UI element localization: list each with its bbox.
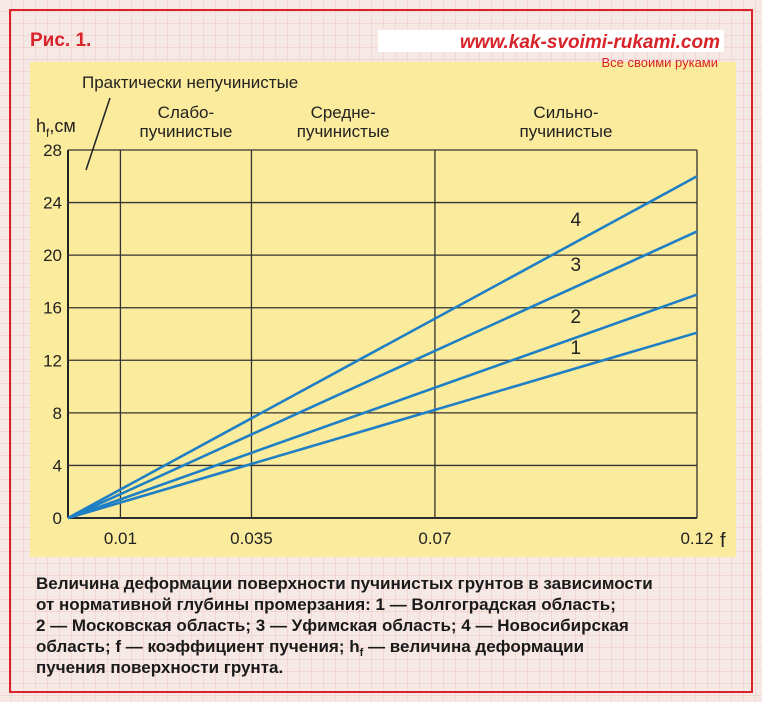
caption-part: — величина деформации (363, 637, 584, 656)
y-tick-label: 8 (53, 404, 62, 423)
caption-line: область; f — коэффициент пучения; hf — в… (36, 637, 584, 659)
caption-line: пучения поверхности грунта. (36, 658, 283, 677)
x-tick-label: 0.12 (680, 529, 713, 548)
y-tick-label: 16 (43, 299, 62, 318)
frame (9, 9, 753, 693)
y-tick-label: 4 (53, 456, 62, 475)
zone-pointer (85, 97, 111, 171)
y-tick-label: 12 (43, 351, 62, 370)
figure-label: Рис. 1. (30, 30, 91, 51)
caption-line: от нормативной глубины промерзания: 1 — … (36, 595, 616, 614)
y-axis-label-part: f (46, 126, 50, 140)
caption-line: Величина деформации поверхности пучинист… (36, 574, 653, 593)
caption: Величина деформации поверхности пучинист… (36, 574, 653, 677)
line-label: 3 (570, 255, 581, 276)
zone-label: Слабо- (158, 103, 215, 122)
caption-line: 2 — Московская область; 3 — Уфимская обл… (36, 616, 629, 635)
caption-part: от нормативной глубины промерзания: 1 — … (36, 595, 616, 614)
line-label: 2 (570, 307, 581, 328)
zone-label: пучинистые (139, 122, 232, 141)
y-tick-label: 24 (43, 194, 62, 213)
zone-label: пучинистые (297, 122, 390, 141)
x-tick-label: 0.035 (230, 529, 273, 548)
x-tick-label: 0.07 (418, 529, 451, 548)
line (67, 175, 698, 520)
zone-label: пучинистые (520, 122, 613, 141)
x-tick-label: 0.01 (104, 529, 137, 548)
caption-part: Величина деформации поверхности пучинист… (36, 574, 653, 593)
line (67, 331, 698, 520)
y-tick-label: 20 (43, 246, 62, 265)
zone-label: Средне- (311, 103, 376, 122)
caption-part: 2 — Московская область; 3 — Уфимская обл… (36, 616, 629, 635)
site-url: www.kak-svoimi-rukami.com (460, 32, 720, 53)
line-label: 4 (570, 210, 581, 231)
x-axis-label: f (720, 530, 726, 552)
line (67, 230, 698, 520)
caption-part: f (360, 647, 364, 659)
y-tick-label: 0 (53, 509, 62, 528)
caption-part: область; f — коэффициент пучения; h (36, 637, 360, 656)
line-label: 1 (570, 338, 581, 359)
y-axis-label: hf,см (36, 116, 76, 140)
site-box (378, 30, 724, 52)
site-tagline: Все своими руками (601, 55, 718, 70)
y-axis-label-part: h (36, 116, 46, 136)
y-tick-label: 28 (43, 141, 62, 160)
y-axis-label-part: ,см (49, 116, 75, 136)
caption-part: пучения поверхности грунта. (36, 658, 283, 677)
zone-label: Практически непучинистые (82, 73, 298, 92)
line (67, 293, 698, 520)
zone-label: Сильно- (533, 103, 598, 122)
